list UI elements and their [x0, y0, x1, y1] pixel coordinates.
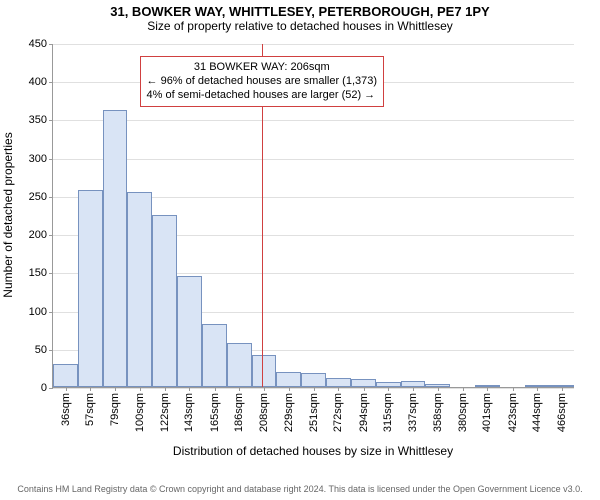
annotation-line: 4% of semi-detached houses are larger (5…: [147, 89, 378, 103]
histogram-bar: [152, 215, 177, 387]
histogram-bar: [351, 379, 376, 387]
xtick-label: 165sqm: [209, 387, 221, 432]
histogram-bar: [127, 192, 152, 387]
annotation-box: 31 BOWKER WAY: 206sqm← 96% of detached h…: [140, 56, 385, 107]
xtick-label: 79sqm: [109, 387, 121, 426]
xtick-label: 444sqm: [531, 387, 543, 432]
histogram-bar: [78, 190, 103, 387]
xtick-label: 423sqm: [507, 387, 519, 432]
chart-title-address: 31, BOWKER WAY, WHITTLESEY, PETERBOROUGH…: [0, 0, 600, 19]
histogram-bar: [53, 364, 78, 387]
ytick-label: 0: [41, 382, 53, 394]
xtick-label: 122sqm: [159, 387, 171, 432]
xtick-label: 380sqm: [457, 387, 469, 432]
xtick-label: 36sqm: [60, 387, 72, 426]
ytick-label: 200: [29, 229, 53, 241]
plot-area: 05010015020025030035040045036sqm57sqm79s…: [52, 44, 574, 388]
xtick-label: 100sqm: [134, 387, 146, 432]
xtick-label: 294sqm: [358, 387, 370, 432]
ytick-label: 400: [29, 76, 53, 88]
ytick-label: 350: [29, 114, 53, 126]
property-size-histogram: 31, BOWKER WAY, WHITTLESEY, PETERBOROUGH…: [0, 0, 600, 500]
xtick-label: 358sqm: [432, 387, 444, 432]
xtick-label: 186sqm: [233, 387, 245, 432]
histogram-bar: [103, 110, 128, 387]
ytick-label: 300: [29, 153, 53, 165]
xtick-label: 251sqm: [308, 387, 320, 432]
chart-subtitle: Size of property relative to detached ho…: [0, 19, 600, 33]
xtick-label: 401sqm: [481, 387, 493, 432]
histogram-bar: [227, 343, 252, 387]
histogram-bar: [252, 355, 277, 387]
xtick-label: 466sqm: [556, 387, 568, 432]
ytick-label: 150: [29, 267, 53, 279]
xtick-label: 143sqm: [183, 387, 195, 432]
histogram-bar: [202, 324, 227, 387]
annotation-line: 31 BOWKER WAY: 206sqm: [147, 61, 378, 75]
histogram-bar: [326, 378, 351, 387]
x-axis-label: Distribution of detached houses by size …: [52, 444, 574, 458]
xtick-label: 57sqm: [84, 387, 96, 426]
histogram-bar: [301, 373, 326, 387]
histogram-bar: [276, 372, 301, 387]
xtick-label: 208sqm: [258, 387, 270, 432]
ytick-label: 250: [29, 191, 53, 203]
gridline: [53, 120, 574, 121]
histogram-bar: [177, 276, 202, 387]
footer-attribution: Contains HM Land Registry data © Crown c…: [0, 484, 600, 494]
ytick-label: 50: [35, 344, 53, 356]
xtick-label: 315sqm: [382, 387, 394, 432]
gridline: [53, 44, 574, 45]
annotation-line: ← 96% of detached houses are smaller (1,…: [147, 75, 378, 89]
xtick-label: 272sqm: [332, 387, 344, 432]
y-axis-label: Number of detached properties: [1, 115, 15, 315]
ytick-label: 100: [29, 306, 53, 318]
ytick-label: 450: [29, 38, 53, 50]
gridline: [53, 159, 574, 160]
xtick-label: 337sqm: [407, 387, 419, 432]
xtick-label: 229sqm: [283, 387, 295, 432]
